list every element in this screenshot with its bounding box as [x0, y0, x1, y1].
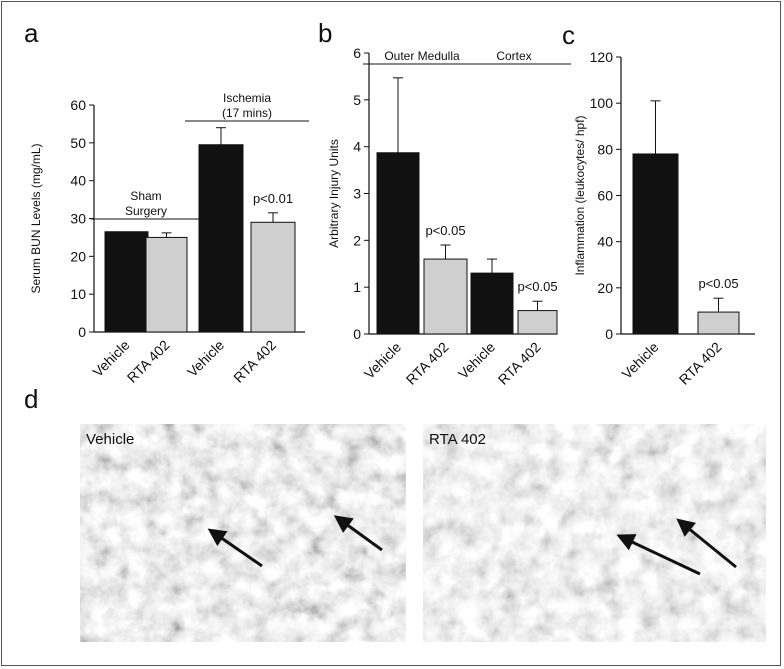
y-axis-label: Serum BUN Levels (mg/mL) — [29, 143, 43, 293]
p-value-label: p<0.01 — [253, 191, 293, 206]
bar — [198, 144, 244, 333]
group-label: Outer Medulla — [384, 49, 460, 63]
bar — [145, 236, 188, 333]
y-axis-label: Arbitrary Injury Units — [327, 139, 341, 248]
y-tick-label: 0 — [605, 326, 613, 342]
category-label: RTA 402 — [230, 337, 279, 386]
y-tick-label: 40 — [597, 234, 613, 250]
micrograph-vehicle-label: Vehicle — [86, 431, 134, 448]
category-label: Vehicle — [618, 339, 661, 382]
y-tick-label: 50 — [70, 135, 86, 151]
y-tick-label: 20 — [70, 248, 86, 264]
y-tick-label: 80 — [597, 141, 613, 157]
micrograph-vehicle: Vehicle — [80, 424, 406, 642]
y-tick-label: 0 — [78, 324, 86, 340]
bar — [517, 310, 558, 335]
y-tick-label: 10 — [70, 286, 86, 302]
arrow-icon — [333, 515, 383, 552]
panel-c-letter: c — [562, 20, 575, 50]
y-tick-label: 2 — [353, 232, 361, 248]
y-tick-label: 4 — [353, 139, 361, 155]
bar — [697, 311, 740, 335]
panel-b-letter: b — [318, 18, 332, 48]
y-tick-label: 6 — [353, 45, 361, 61]
panel-a-letter: a — [24, 18, 39, 48]
chart-a: 0 10 20 30 40 50 60 Serum BUN Levels (mg/mL) Veh… — [29, 91, 309, 386]
arrow-icon — [676, 518, 737, 569]
y-tick-label: 30 — [70, 211, 86, 227]
y-tick-label: 5 — [353, 92, 361, 108]
micrograph-rta402: RTA 402 — [423, 424, 766, 642]
p-value-label: p<0.05 — [517, 279, 557, 294]
panel-d-letter: d — [24, 384, 38, 414]
group-label: Surgery — [125, 204, 167, 218]
y-tick-label: 60 — [70, 97, 86, 113]
y-tick-label: 120 — [590, 49, 614, 65]
category-label: RTA 402 — [124, 337, 173, 386]
arrow-icon — [207, 528, 263, 568]
bar — [376, 152, 420, 335]
group-label: Cortex — [496, 49, 531, 63]
micrograph-rta402-label: RTA 402 — [429, 431, 486, 448]
group-label: Ischemia — [223, 91, 271, 105]
category-label: Vehicle — [455, 339, 498, 382]
category-label: Vehicle — [184, 337, 227, 380]
category-label: Vehicle — [361, 339, 404, 382]
p-value-label: p<0.05 — [425, 223, 465, 238]
bar — [423, 258, 468, 335]
category-label: RTA 402 — [403, 339, 452, 388]
category-label: RTA 402 — [495, 339, 544, 388]
bar — [104, 231, 149, 333]
y-tick-label: 3 — [353, 186, 361, 202]
bar — [632, 153, 679, 335]
category-label: RTA 402 — [676, 339, 725, 388]
micrograph-rta402-image — [423, 424, 766, 642]
y-tick-label: 60 — [597, 188, 613, 204]
y-tick-label: 20 — [597, 280, 613, 296]
group-label: Sham — [130, 189, 161, 203]
y-tick-label: 0 — [353, 326, 361, 342]
y-axis-label: Inflammation (leukocytes/ hpf) — [573, 115, 587, 275]
group-label: (17 mins) — [222, 106, 272, 120]
y-tick-label: 40 — [70, 173, 86, 189]
p-value-label: p<0.05 — [698, 276, 738, 291]
bar — [470, 272, 514, 335]
arrow-icon — [616, 534, 701, 576]
y-tick-label: 100 — [590, 95, 614, 111]
y-tick-label: 1 — [353, 279, 361, 295]
chart-c: 0 20 40 60 80 100 120 Inflammation (leukocytes/… — [573, 49, 755, 388]
bar — [250, 221, 296, 333]
